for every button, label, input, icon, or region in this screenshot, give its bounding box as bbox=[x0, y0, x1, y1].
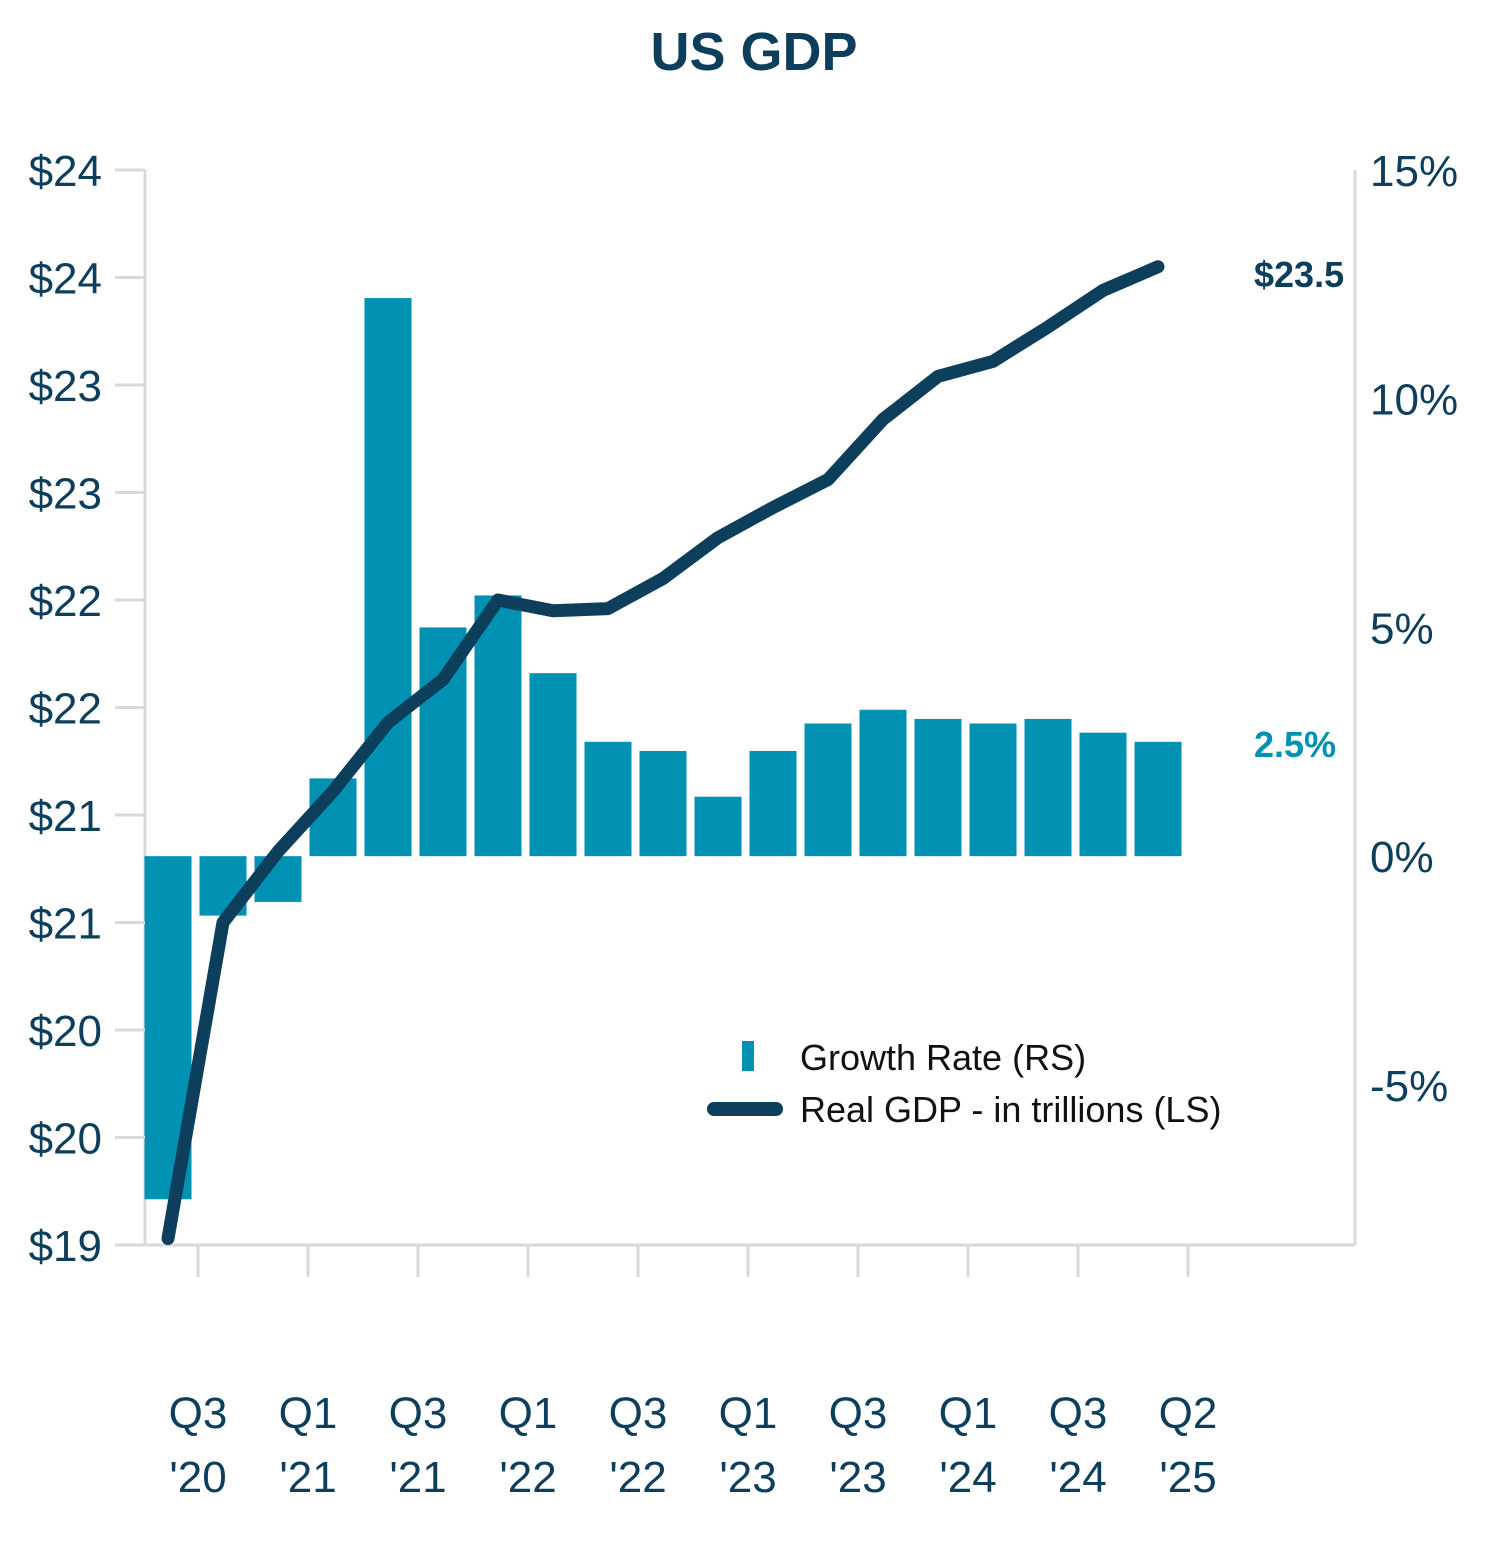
legend-growth-label: Growth Rate (RS) bbox=[800, 1037, 1086, 1078]
x-tick-label-year: '21 bbox=[279, 1453, 336, 1502]
real-gdp-line bbox=[161, 260, 1165, 1246]
plot-frame bbox=[143, 170, 1357, 1247]
left-tick-label: $24 bbox=[29, 255, 102, 304]
x-tick-label-quarter: Q3 bbox=[1049, 1389, 1108, 1438]
growth-bar bbox=[1134, 741, 1182, 857]
growth-bar bbox=[1079, 732, 1127, 857]
x-tick-label-year: '25 bbox=[1159, 1453, 1216, 1502]
growth-bar bbox=[804, 723, 852, 857]
left-tick-label: $19 bbox=[29, 1222, 102, 1271]
left-tick-label: $23 bbox=[29, 470, 102, 519]
x-tick-label-year: '23 bbox=[719, 1453, 776, 1502]
left-tick-label: $20 bbox=[29, 1007, 102, 1056]
gdp-last-value-label: $23.5 bbox=[1254, 254, 1344, 295]
right-tick-label: 0% bbox=[1370, 833, 1434, 882]
x-tick-label-quarter: Q3 bbox=[389, 1389, 448, 1438]
right-tick-label: 5% bbox=[1370, 604, 1434, 653]
growth-bar bbox=[584, 741, 632, 857]
left-axis: $19 $20 $20 $21 $21 $22 $22 $23 $23 $24 $24 bbox=[29, 147, 145, 1271]
right-tick-label: 10% bbox=[1370, 376, 1458, 425]
growth-bar bbox=[639, 750, 687, 857]
right-axis: -5% 0% 5% 10% 15% bbox=[1370, 147, 1458, 1111]
x-tick-label-quarter: Q3 bbox=[609, 1389, 668, 1438]
x-tick-label-year: '22 bbox=[499, 1453, 556, 1502]
x-tick-label-year: '24 bbox=[1049, 1453, 1106, 1502]
x-tick-label-year: '23 bbox=[829, 1453, 886, 1502]
x-tick-label-quarter: Q1 bbox=[719, 1389, 778, 1438]
x-tick-label-year: '20 bbox=[169, 1453, 226, 1502]
left-tick-label: $22 bbox=[29, 577, 102, 626]
growth-bar bbox=[694, 796, 742, 857]
growth-last-value-label: 2.5% bbox=[1254, 724, 1336, 765]
left-tick-label: $20 bbox=[29, 1115, 102, 1164]
left-tick-label: $21 bbox=[29, 792, 102, 841]
x-tick-label-quarter: Q1 bbox=[279, 1389, 338, 1438]
x-tick-label-year: '22 bbox=[609, 1453, 666, 1502]
x-tick-label-quarter: Q1 bbox=[939, 1389, 998, 1438]
growth-bar bbox=[529, 673, 577, 857]
growth-bar bbox=[1024, 718, 1072, 857]
growth-bar bbox=[914, 718, 962, 857]
left-tick-label: $22 bbox=[29, 685, 102, 734]
legend-gdp-label: Real GDP - in trillions (LS) bbox=[800, 1089, 1221, 1130]
x-tick-label-quarter: Q3 bbox=[169, 1389, 228, 1438]
right-tick-label: 15% bbox=[1370, 147, 1458, 196]
growth-bar bbox=[749, 750, 797, 857]
growth-bar bbox=[364, 298, 412, 857]
left-tick-label: $24 bbox=[29, 147, 102, 196]
x-tick-label-quarter: Q3 bbox=[829, 1389, 888, 1438]
left-tick-label: $21 bbox=[29, 900, 102, 949]
growth-bar bbox=[969, 723, 1017, 857]
x-tick-label-year: '21 bbox=[389, 1453, 446, 1502]
x-tick-label-quarter: Q1 bbox=[499, 1389, 558, 1438]
right-tick-label: -5% bbox=[1370, 1062, 1448, 1111]
x-tick-label-year: '24 bbox=[939, 1453, 996, 1502]
growth-bar bbox=[859, 709, 907, 857]
legend-growth-swatch bbox=[742, 1041, 754, 1071]
x-tick-label-quarter: Q2 bbox=[1159, 1389, 1218, 1438]
real-gdp-line-layer bbox=[161, 260, 1165, 1246]
left-tick-label: $23 bbox=[29, 362, 102, 411]
chart-title: US GDP bbox=[650, 22, 857, 82]
growth-bar bbox=[474, 595, 522, 857]
legend: Growth Rate (RS) Real GDP - in trillions… bbox=[707, 1037, 1221, 1130]
x-axis: Q3 '20 Q1 '21 Q3 '21 Q1 '22 Q3 '22 Q1 '23 Q3 '23 Q1 '24… bbox=[169, 1245, 1218, 1502]
